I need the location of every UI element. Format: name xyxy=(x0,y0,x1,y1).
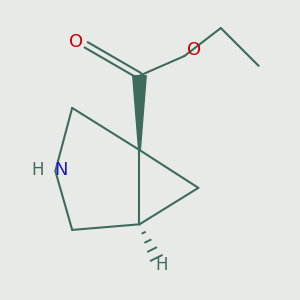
Text: O: O xyxy=(69,33,83,51)
Text: H: H xyxy=(156,256,168,274)
Text: O: O xyxy=(187,41,201,59)
Text: H: H xyxy=(31,160,44,178)
Text: N: N xyxy=(54,160,68,178)
Polygon shape xyxy=(133,76,146,150)
